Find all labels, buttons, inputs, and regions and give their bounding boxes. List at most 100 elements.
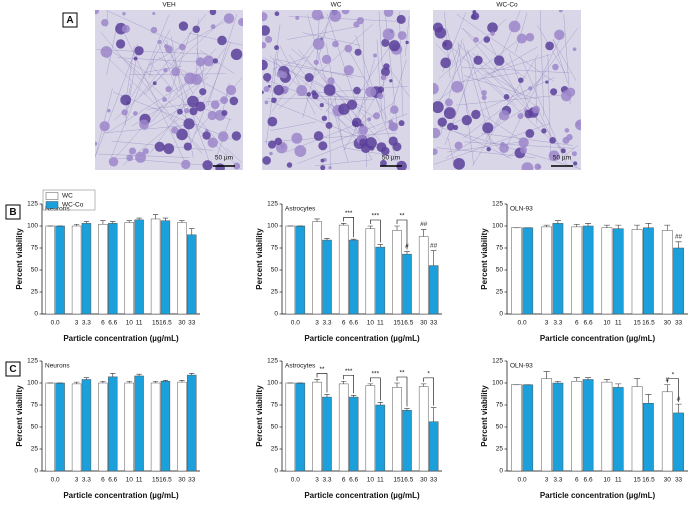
cell — [328, 166, 332, 170]
bar — [177, 222, 187, 315]
cell — [519, 146, 528, 154]
bar — [643, 227, 654, 315]
cell — [377, 92, 384, 100]
bar — [612, 228, 624, 315]
cell — [101, 18, 109, 27]
cell — [165, 86, 172, 93]
cell — [383, 63, 390, 70]
cell — [212, 58, 219, 64]
bar — [285, 225, 296, 315]
scale-label: 50 µm — [215, 155, 233, 162]
cell — [209, 10, 217, 16]
cell — [381, 38, 390, 47]
x-tick-label: 3 — [75, 477, 79, 484]
y-tick-label: 0 — [499, 468, 503, 475]
y-tick-label: 75 — [271, 402, 279, 409]
cell — [171, 126, 179, 134]
process — [115, 104, 163, 158]
bar — [108, 376, 118, 472]
error-bar — [83, 221, 90, 224]
cell — [296, 84, 308, 96]
process — [378, 11, 386, 124]
cell — [133, 111, 138, 116]
cell — [525, 32, 535, 42]
process — [553, 39, 568, 83]
cell — [304, 73, 314, 82]
x-tick-label: 30 — [664, 320, 672, 327]
process — [439, 127, 581, 170]
process — [102, 124, 199, 134]
bar — [511, 384, 522, 472]
bar — [571, 380, 583, 472]
process — [325, 96, 337, 112]
error-bar — [314, 218, 320, 222]
y-tick-label: 50 — [271, 267, 279, 274]
cell — [273, 84, 285, 96]
cell — [367, 117, 372, 122]
process — [505, 32, 564, 148]
cell — [549, 137, 556, 144]
cell — [494, 55, 505, 66]
legend-box — [42, 189, 96, 211]
error-bar — [404, 408, 410, 411]
cell — [500, 141, 505, 147]
cell — [388, 40, 401, 52]
cell — [473, 55, 483, 65]
bar — [375, 404, 386, 472]
x-tick-label: 6 — [342, 477, 346, 484]
x-tick-label: 3 — [315, 477, 319, 484]
image-title: WC-Co — [496, 2, 518, 9]
cell — [269, 151, 273, 156]
x-axis-title: Particle concentration (µg/mL) — [63, 491, 179, 500]
bar — [150, 382, 161, 472]
process — [124, 59, 242, 170]
error-bar — [675, 241, 682, 248]
cell — [128, 147, 137, 155]
bar — [124, 382, 134, 472]
x-tick-label: 16.5 — [642, 477, 655, 484]
cell — [220, 96, 228, 105]
legend-label: WC — [62, 193, 73, 200]
error-bar — [136, 217, 142, 220]
micrograph — [262, 10, 410, 170]
process — [272, 56, 310, 70]
process — [539, 10, 545, 117]
bar — [55, 225, 65, 315]
cell — [121, 109, 128, 116]
bar — [285, 382, 296, 472]
cell — [108, 157, 119, 167]
significance-label: ## — [675, 234, 683, 241]
process — [457, 41, 474, 165]
process — [168, 31, 191, 100]
cell — [536, 164, 542, 170]
process — [125, 45, 135, 101]
panel-letter: C — [9, 364, 16, 375]
y-tick-label: 75 — [271, 245, 279, 252]
bar — [631, 386, 643, 472]
bar — [601, 381, 613, 472]
bar — [661, 230, 673, 315]
significance-bracket — [370, 219, 381, 243]
cell — [343, 65, 354, 76]
bar — [541, 378, 552, 472]
cell — [346, 99, 358, 110]
cell — [262, 41, 267, 49]
cell — [405, 40, 409, 45]
cell — [183, 142, 192, 151]
x-tick-label: 3 — [315, 320, 319, 327]
bar — [45, 225, 55, 315]
cell — [471, 12, 480, 20]
error-bar — [340, 380, 347, 384]
cell — [397, 31, 407, 40]
y-tick-label: 125 — [267, 201, 278, 208]
y-tick-label: 100 — [492, 223, 503, 230]
cell — [481, 89, 487, 96]
y-tick-label: 75 — [496, 245, 504, 252]
cell — [183, 118, 195, 130]
x-tick-label: 6.6 — [584, 320, 593, 327]
bar — [631, 229, 643, 315]
bar — [392, 387, 402, 472]
cell — [229, 96, 239, 106]
bar — [55, 382, 65, 472]
process — [270, 121, 316, 131]
